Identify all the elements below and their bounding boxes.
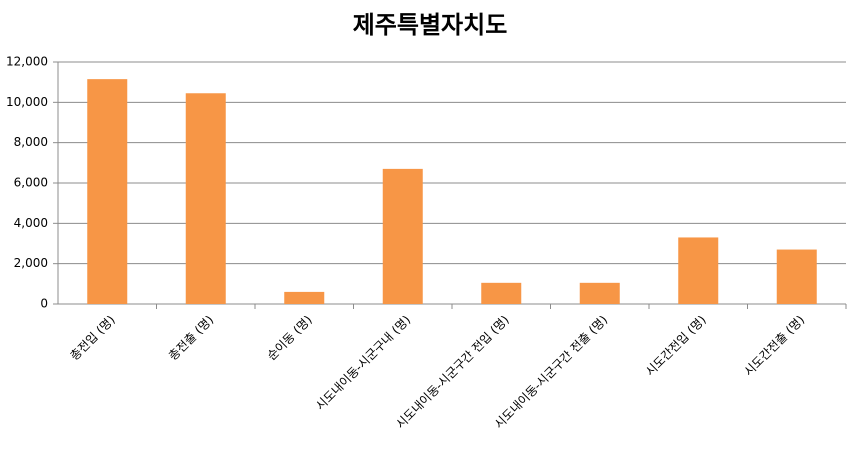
bar: [678, 237, 719, 304]
x-tick-label: 시도내이동-시군구간 전출 (명): [492, 313, 611, 432]
x-tick-label: 순이동 (명): [264, 313, 314, 363]
x-tick-label: 시도간전입 (명): [643, 313, 709, 379]
bar: [776, 249, 817, 304]
x-tick-label: 총전입 (명): [67, 313, 117, 363]
y-tick-label: 4,000: [14, 216, 48, 230]
y-tick-label: 0: [40, 297, 48, 311]
y-tick-label: 8,000: [14, 135, 48, 149]
bar: [382, 168, 423, 304]
y-tick-label: 6,000: [14, 176, 48, 190]
y-tick-label: 12,000: [6, 55, 48, 69]
y-tick-label: 10,000: [6, 95, 48, 109]
bar: [284, 291, 325, 304]
bar: [579, 282, 620, 304]
x-tick-label: 시도간전출 (명): [741, 313, 807, 379]
bar: [87, 79, 128, 305]
x-tick-label: 시도내이동-시군구내 (명): [313, 313, 413, 413]
x-tick-label: 총전출 (명): [166, 313, 216, 363]
bar: [185, 93, 226, 304]
chart-title: 제주특별자치도: [353, 11, 508, 39]
x-tick-label: 시도내이동-시군구간 전입 (명): [393, 313, 512, 432]
bar: [481, 282, 522, 304]
y-tick-label: 2,000: [14, 256, 48, 270]
